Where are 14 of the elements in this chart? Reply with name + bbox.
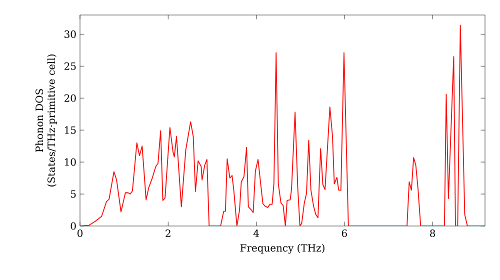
y-tick-label: 5 [70, 190, 76, 198]
x-tick-label: 6 [342, 230, 347, 238]
y-tick-label: 25 [64, 62, 76, 70]
x-tick-label: 0 [77, 230, 83, 238]
x-tick-label: 4 [253, 230, 259, 237]
y-tick-label: 20 [64, 94, 76, 102]
x-axis-title: Frequency (THz) [240, 244, 324, 254]
y-tick-label: 15 [65, 126, 76, 134]
y-tick-label: 30 [64, 30, 76, 38]
y-tick-label: 10 [65, 158, 76, 166]
y-axis-title: Phonon DOS (States/THz·primitive cell) [35, 54, 57, 186]
x-tick-label: 8 [430, 230, 436, 238]
y-tick-label: 0 [70, 222, 76, 230]
x-tick-label: 2 [166, 230, 170, 237]
